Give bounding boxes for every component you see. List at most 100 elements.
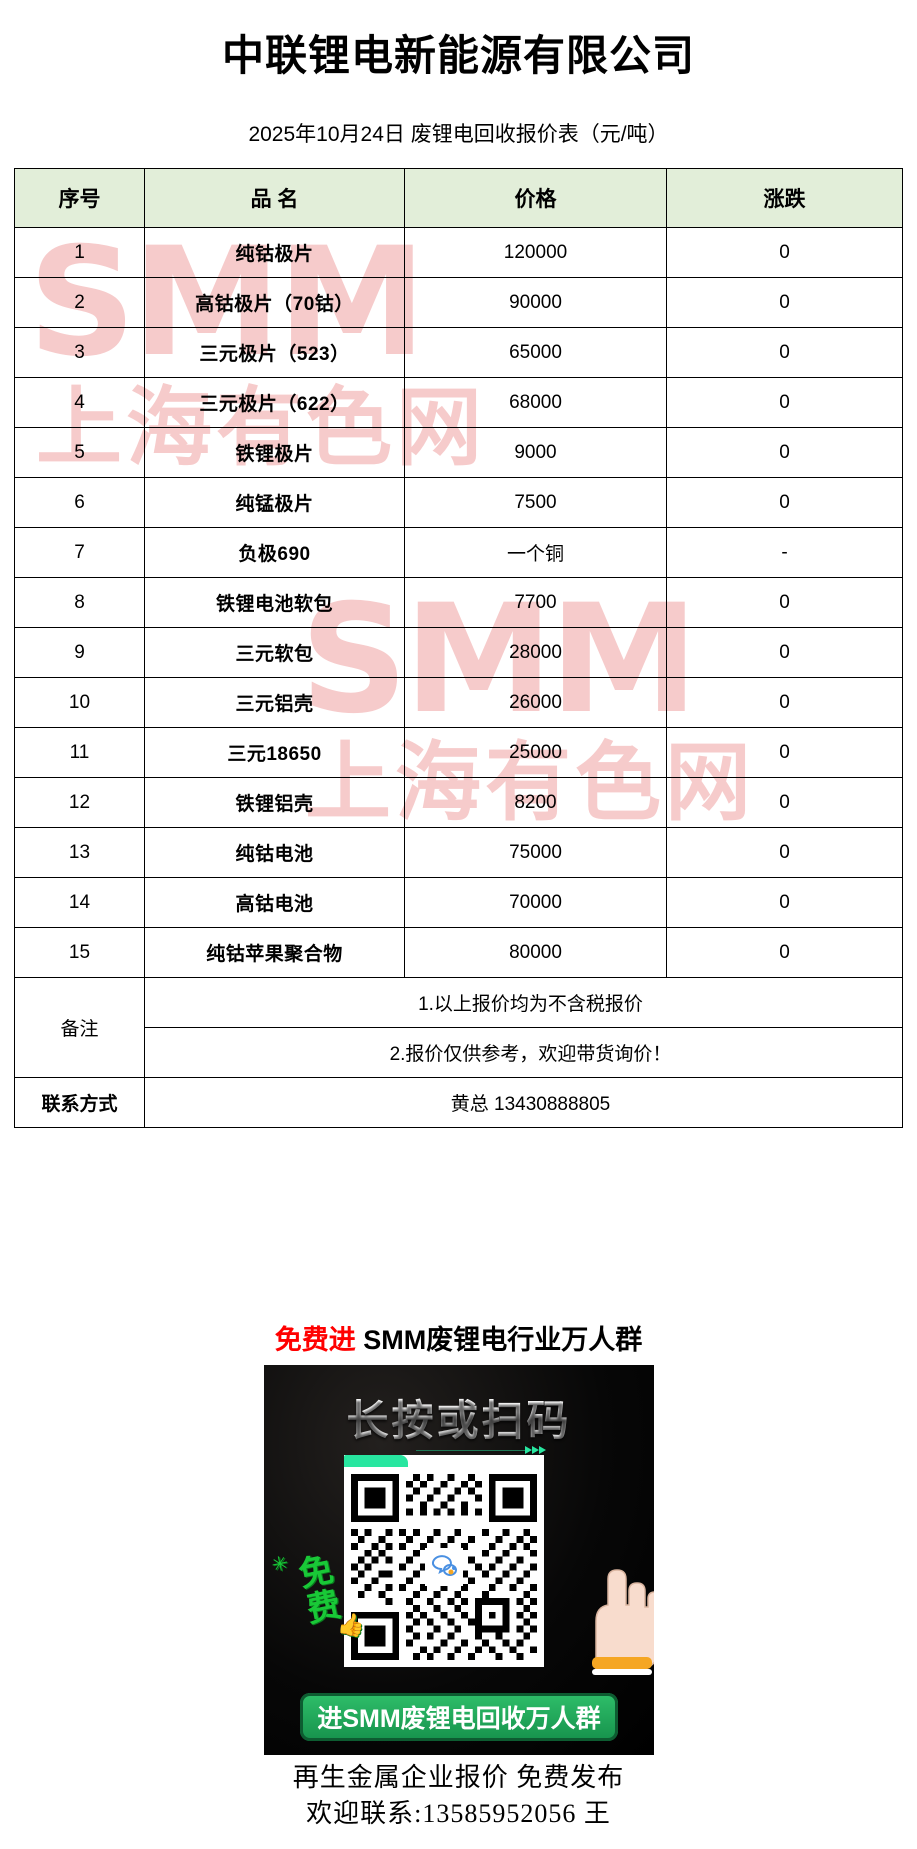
join-group-cta[interactable]: 进SMM废锂电回收万人群 [300, 1693, 618, 1741]
cell-index: 2 [14, 277, 145, 328]
cell-change: 0 [666, 327, 903, 378]
cell-change: - [666, 527, 903, 578]
cell-name: 纯钴苹果聚合物 [144, 927, 405, 978]
table-row: 4 三元极片（622） 68000 0 [14, 377, 903, 428]
cell-price: 70000 [404, 877, 667, 928]
column-header-price: 价格 [404, 168, 667, 228]
free-badge-text: 免费 [295, 1550, 345, 1630]
cell-name: 铁锂极片 [144, 427, 405, 478]
column-header-name: 品 名 [144, 168, 405, 228]
cell-change: 0 [666, 227, 903, 278]
cell-change: 0 [666, 677, 903, 728]
price-table-container: 序号 品 名 价格 涨跌 1 纯钴极片 120000 0 2 高钴极片（70钴） 90000… [14, 168, 903, 1128]
cell-index: 12 [14, 777, 145, 828]
cell-change: 0 [666, 377, 903, 428]
table-row: 12 铁锂铝壳 8200 0 [14, 777, 903, 828]
cell-name: 负极690 [144, 527, 405, 578]
footer-line-1: 再生金属企业报价 免费发布 [292, 1763, 625, 1792]
cell-name: 三元极片（622） [144, 377, 405, 428]
cell-index: 11 [14, 727, 145, 778]
cell-index: 6 [14, 477, 145, 528]
cell-index: 13 [14, 827, 145, 878]
cell-index: 5 [14, 427, 145, 478]
contact-row: 联系方式 黄总 13430888805 [14, 1077, 903, 1128]
cell-index: 8 [14, 577, 145, 628]
cell-change: 0 [666, 927, 903, 978]
cell-price: 9000 [404, 427, 667, 478]
cell-price: 75000 [404, 827, 667, 878]
cell-name: 纯钴电池 [144, 827, 405, 878]
cell-price: 一个铜 [404, 527, 667, 578]
table-header: 序号 品 名 价格 涨跌 [14, 168, 903, 228]
cell-price: 28000 [404, 627, 667, 678]
cell-index: 9 [14, 627, 145, 678]
promo-heading-free: 免费进 [274, 1325, 356, 1355]
cell-index: 1 [14, 227, 145, 278]
cell-price: 26000 [404, 677, 667, 728]
cell-name: 三元18650 [144, 727, 405, 778]
table-row: 15 纯钴苹果聚合物 80000 0 [14, 927, 903, 978]
footer: 再生金属企业报价 免费发布 欢迎联系:13585952056 王 [0, 1760, 917, 1832]
wechat-logo-icon [425, 1548, 463, 1586]
scan-arrows-icon [416, 1445, 546, 1457]
price-table: 序号 品 名 价格 涨跌 1 纯钴极片 120000 0 2 高钴极片（70钴） 90000… [14, 168, 903, 1128]
cell-change: 0 [666, 827, 903, 878]
cell-index: 15 [14, 927, 145, 978]
table-row: 13 纯钴电池 75000 0 [14, 827, 903, 878]
note-row-2: 2.报价仅供参考，欢迎带货询价！ [15, 1027, 903, 1078]
cell-change: 0 [666, 577, 903, 628]
cell-price: 7700 [404, 577, 667, 628]
table-row: 5 铁锂极片 9000 0 [14, 427, 903, 478]
table-row: 9 三元软包 28000 0 [14, 627, 903, 678]
column-header-change: 涨跌 [666, 168, 903, 228]
qr-banner-title: 长按或扫码 [264, 1387, 654, 1448]
cell-name: 铁锂电池软包 [144, 577, 405, 628]
contact-value: 黄总 13430888805 [144, 1077, 903, 1128]
table-body: 1 纯钴极片 120000 0 2 高钴极片（70钴） 90000 0 3 三元极片（523） 65… [14, 227, 903, 978]
page-subtitle: 2025年10月24日 废锂电回收报价表（元/吨） [248, 123, 669, 146]
cell-change: 0 [666, 277, 903, 328]
contact-label: 联系方式 [14, 1077, 145, 1128]
table-header-row: 序号 品 名 价格 涨跌 [14, 168, 903, 228]
cell-index: 10 [14, 677, 145, 728]
cell-index: 4 [14, 377, 145, 428]
table-row: 8 铁锂电池软包 7700 0 [14, 577, 903, 628]
cell-name: 纯锰极片 [144, 477, 405, 528]
qr-banner[interactable]: 长按或扫码 [264, 1365, 654, 1755]
cell-change: 0 [666, 427, 903, 478]
cell-name: 铁锂铝壳 [144, 777, 405, 828]
join-group-cta-label: 进SMM废锂电回收万人群 [317, 1705, 601, 1733]
table-row: 14 高钴电池 70000 0 [14, 877, 903, 928]
table-row: 3 三元极片（523） 65000 0 [14, 327, 903, 378]
cell-name: 高钴电池 [144, 877, 405, 928]
cell-name: 高钴极片（70钴） [144, 277, 405, 328]
notes-label: 备注 [14, 977, 145, 1078]
table-row: 10 三元铝壳 26000 0 [14, 677, 903, 728]
table-row: 1 纯钴极片 120000 0 [14, 227, 903, 278]
pointing-hand-icon [550, 1525, 654, 1676]
cell-change: 0 [666, 877, 903, 928]
cell-change: 0 [666, 627, 903, 678]
cell-name: 三元软包 [144, 627, 405, 678]
table-row: 7 负极690 一个铜 - [14, 527, 903, 578]
footer-line-2: 欢迎联系:13585952056 王 [306, 1798, 611, 1828]
promo-heading: 免费进 SMM废锂电行业万人群 [0, 1318, 917, 1357]
cell-price: 65000 [404, 327, 667, 378]
column-header-index: 序号 [14, 168, 145, 228]
page-title: 中联锂电新能源有限公司 [221, 32, 695, 79]
cell-index: 14 [14, 877, 145, 928]
cell-price: 68000 [404, 377, 667, 428]
cell-name: 三元极片（523） [144, 327, 405, 378]
cell-price: 80000 [404, 927, 667, 978]
promo-heading-rest: SMM废锂电行业万人群 [363, 1325, 643, 1355]
qr-card [344, 1446, 546, 1667]
qr-code-image[interactable] [344, 1467, 544, 1667]
sparkle-icon: ✳ [269, 1552, 291, 1578]
table-row: 11 三元18650 25000 0 [14, 727, 903, 778]
cell-price: 8200 [404, 777, 667, 828]
cell-price: 25000 [404, 727, 667, 778]
cell-name: 纯钴极片 [144, 227, 405, 278]
cell-name: 三元铝壳 [144, 677, 405, 728]
cell-change: 0 [666, 727, 903, 778]
table-row: 6 纯锰极片 7500 0 [14, 477, 903, 528]
